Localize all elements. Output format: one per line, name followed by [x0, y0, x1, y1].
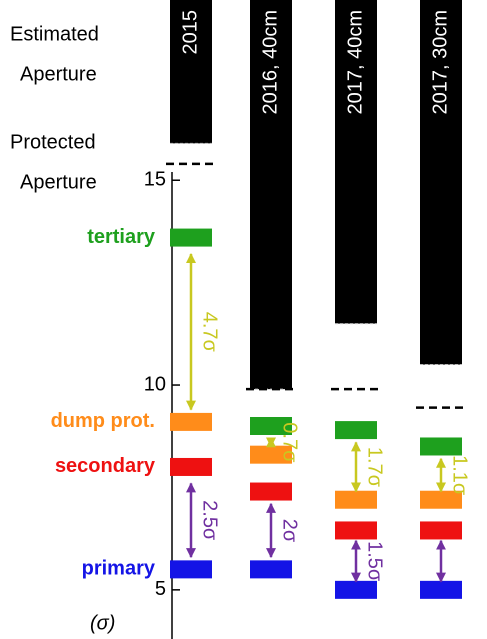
aperture-bar: [335, 0, 377, 324]
spacing-label: 1.5σ: [364, 541, 386, 582]
collimator-level: [170, 228, 212, 247]
collimator-level: [250, 417, 292, 435]
y-axis-label: (σ): [90, 612, 115, 634]
y-tick-label: 15: [144, 169, 166, 191]
collimator-level: [335, 521, 377, 540]
collimator-level: [335, 421, 377, 440]
collimator-level: [420, 580, 462, 599]
column-label: 2015: [179, 10, 201, 55]
column-label: 2016, 40cm: [259, 10, 281, 115]
side-label: Aperture: [20, 63, 97, 85]
spacing-label: 2σ: [279, 519, 301, 543]
collimator-level: [335, 580, 377, 599]
side-label: Aperture: [20, 171, 97, 193]
collimator-level: [170, 457, 212, 476]
level-label: tertiary: [87, 226, 156, 248]
collimator-level: [170, 560, 212, 579]
y-tick-label: 5: [155, 578, 166, 600]
spacing-label: 4.7σ: [199, 312, 221, 353]
y-tick-label: 10: [144, 373, 166, 395]
level-label: primary: [82, 558, 156, 580]
level-label: dump prot.: [51, 410, 155, 432]
aperture-bar: [420, 0, 462, 365]
collimator-level: [250, 560, 292, 579]
side-label: Estimated: [10, 23, 99, 45]
aperture-bar: [170, 0, 212, 144]
collimator-level: [420, 437, 462, 456]
spacing-label: 1.1σ: [449, 455, 471, 496]
column-label: 2017, 40cm: [344, 10, 366, 115]
spacing-label: 1.7σ: [364, 447, 386, 488]
collimator-level: [170, 412, 212, 431]
collimator-level: [335, 490, 377, 509]
collimator-level: [420, 490, 462, 509]
collimator-level: [250, 445, 292, 464]
spacing-label: 2.5σ: [199, 500, 221, 541]
level-label: secondary: [55, 455, 156, 477]
aperture-bar: [250, 0, 292, 390]
collimator-level: [250, 482, 292, 501]
side-label: Protected: [10, 131, 96, 153]
spacing-label: 0.7σ: [279, 422, 301, 463]
column-label: 2017, 30cm: [429, 10, 451, 115]
collimator-level: [420, 521, 462, 540]
